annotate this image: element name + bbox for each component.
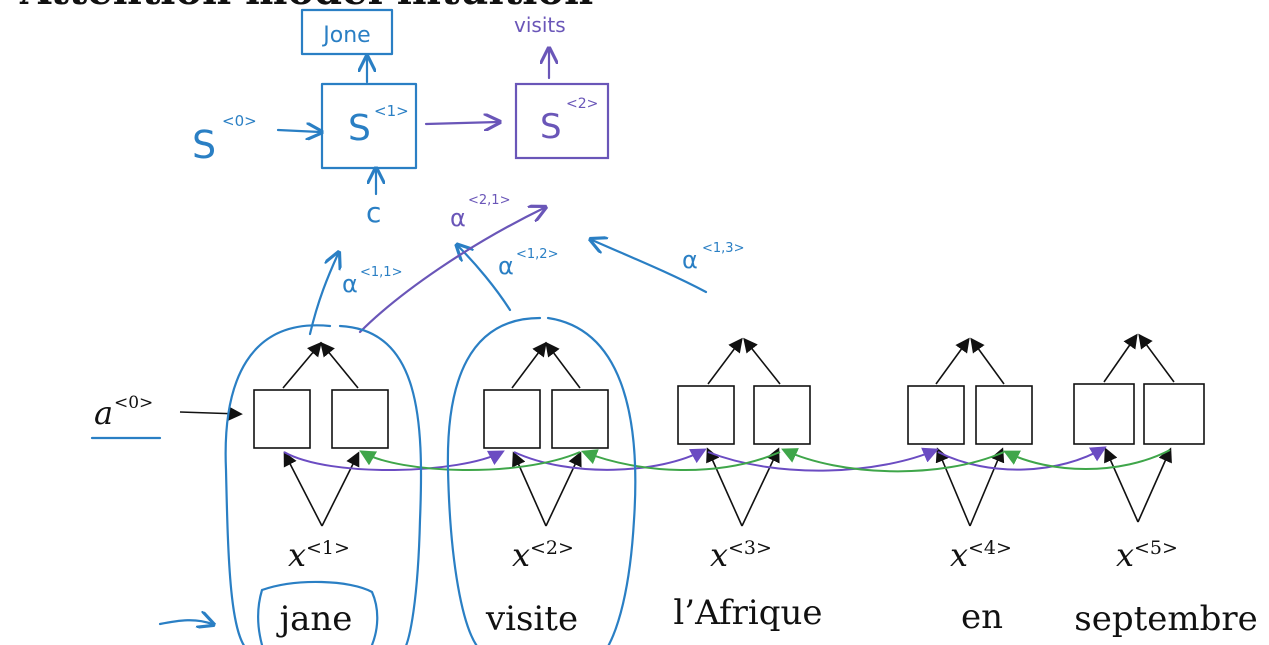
arrow-x3-to-bwd [741,447,780,527]
forward-arrow-4-5 [937,446,1107,471]
s1-superscript: <1> [374,102,409,120]
input-word-en: en [961,597,1003,637]
encoder-backward-cell-1 [331,389,389,449]
alpha-1-2-label: α [498,252,514,280]
x2-superscript: <2> [530,537,574,559]
output-word-jane: Jone [321,23,370,48]
x4-superscript: <4> [968,537,1012,559]
a0-superscript: <0> [114,393,153,413]
alpha-1-1-superscript: <1,1> [360,265,402,280]
arrow-bwd-up-2 [545,341,581,389]
forward-arrow-2-3 [513,448,707,471]
s0-label: S [192,123,216,167]
context-c-label: c [366,196,381,229]
arrow-alpha-2-1 [358,208,544,334]
a0-label: a [94,394,113,432]
arrow-bwd-up-1 [320,341,359,389]
arrow-a0-to-cell [179,406,243,421]
input-word-septembre: septembre [1074,599,1258,639]
arrow-fwd-up-4 [935,337,970,385]
encoder-backward-cell-3 [753,385,811,445]
s1-label: S [348,108,371,149]
decoder-state-s2-box [514,82,610,160]
alpha-1-2-superscript: <1,2> [516,247,558,262]
s2-superscript: <2> [566,96,598,112]
arrow-bwd-up-5 [1138,333,1175,383]
x4-label: x [950,536,968,574]
arrow-fwd-up-5 [1103,333,1138,383]
alpha-1-3-label: α [682,246,698,274]
alpha-1-1-label: α [342,270,358,298]
input-word-jane: jane [276,599,353,639]
s2-label: S [540,107,562,147]
slide-title: Attention model intuition [19,0,593,14]
input-word-visite: visite [485,599,578,639]
forward-arrow-3-4 [707,447,939,472]
arrow-bwd-up-4 [970,337,1005,385]
arrow-x1-to-fwd [283,451,323,527]
s0-superscript: <0> [222,112,257,130]
arrow-alpha-1-1 [308,254,338,336]
encoder-forward-cell-1 [253,389,311,449]
x1-superscript: <1> [306,537,350,559]
x2-label: x [512,536,530,574]
x3-superscript: <3> [728,537,772,559]
encoder-forward-cell-4 [907,385,965,445]
arrow-bwd-up-3 [743,337,781,385]
arrow-s0-to-s1 [276,130,320,132]
output-word-box [300,8,394,56]
encoder-forward-cell-3 [677,385,735,445]
x5-superscript: <5> [1134,537,1178,559]
arrow-x5-to-bwd [1137,447,1172,523]
backward-arrow-5-4 [1003,449,1171,470]
encoder-forward-cell-2 [483,389,541,449]
arrow-fwd-up-3 [707,337,743,385]
x3-label: x [710,536,728,574]
alpha-2-1-label: α [450,204,466,232]
input-word-lafrique: l’Afrique [673,593,822,633]
arrow-fwd-up-1 [282,341,322,389]
pointer-arrow-jane [158,620,212,624]
encoder-backward-cell-4 [975,385,1033,445]
arrow-x3-to-fwd [706,447,743,527]
arrow-s1-to-s2 [424,122,498,124]
backward-arrow-3-2 [581,449,781,472]
forward-arrow-1-2 [283,450,505,471]
attention-circle-step-1 [224,324,423,645]
encoder-backward-cell-5 [1143,383,1205,445]
arrow-x5-to-fwd [1104,447,1139,523]
backward-arrow-2-1 [359,450,581,471]
output-word-visits: visits [514,13,566,37]
alpha-1-3-superscript: <1,3> [702,241,744,256]
backward-arrow-4-3 [781,448,1005,473]
attention-circle-step-2 [446,316,637,645]
highlight-box-jane [257,580,379,645]
arrow-alpha-1-3 [592,240,708,294]
x5-label: x [1116,536,1134,574]
arrow-fwd-up-2 [511,341,547,389]
encoder-forward-cell-5 [1073,383,1135,445]
alpha-2-1-superscript: <2,1> [468,193,510,208]
arrow-x2-to-bwd [545,451,582,527]
x1-label: x [288,536,306,574]
arrow-x1-to-bwd [321,451,360,527]
encoder-backward-cell-2 [551,389,609,449]
arrow-x4-to-fwd [935,447,971,527]
arrow-x4-to-bwd [969,447,1005,527]
